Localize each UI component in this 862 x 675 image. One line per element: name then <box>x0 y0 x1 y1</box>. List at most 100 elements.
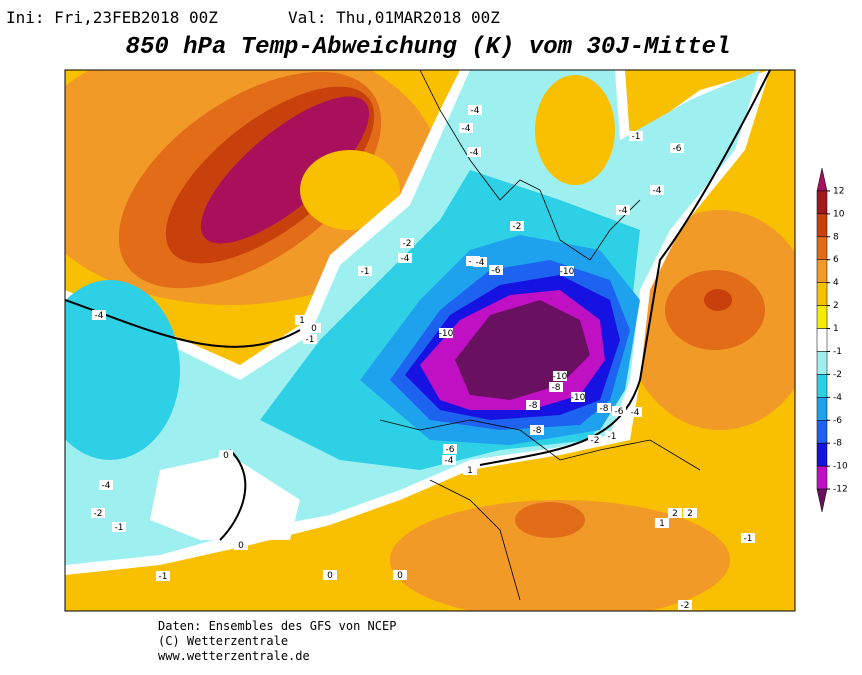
contour-label: 0 <box>323 570 337 581</box>
colorbar: 12 10 8 6 4 2 1 -1 -2 -4 -6 -8 -10 -12 <box>816 167 848 513</box>
colorbar-label: -10 <box>833 462 848 472</box>
colorbar-segment <box>816 167 828 192</box>
contour-label: -4 <box>473 257 487 268</box>
contour-label: -1 <box>605 431 619 442</box>
label-box <box>398 253 412 263</box>
colorbar-segment <box>816 328 828 352</box>
label-box <box>628 407 642 417</box>
contour-value: -10 <box>439 329 454 339</box>
colorbar-label: -6 <box>833 416 842 426</box>
contour-label: -1 <box>358 266 372 277</box>
contour-value: -4 <box>401 254 410 264</box>
contour-label: 0 <box>219 450 233 461</box>
contour-label: -8 <box>530 425 544 436</box>
contour-value: -4 <box>653 186 662 196</box>
contour-value: -2 <box>681 601 690 611</box>
colorbar-label: -1 <box>833 347 842 357</box>
contour-label: -10 <box>571 392 586 403</box>
label-box <box>510 221 524 231</box>
colorbar-segment <box>816 488 828 513</box>
contour-label: -1 <box>156 571 170 582</box>
contour-label: -1 <box>303 334 317 345</box>
field-warm <box>300 150 400 230</box>
contour-label: -6 <box>670 143 684 154</box>
colorbar-segment <box>816 420 828 444</box>
label-box <box>489 265 503 275</box>
contour-value: 1 <box>467 466 473 476</box>
map-frame <box>64 69 796 612</box>
colorbar-label: 1 <box>833 324 839 334</box>
colorbar-segment <box>816 374 828 398</box>
contour-label: 2 <box>668 508 682 519</box>
field-neutral <box>150 455 300 540</box>
contour-label: -8 <box>549 382 563 393</box>
label-box <box>443 444 457 454</box>
label-box <box>459 123 473 133</box>
contour-value: 0 <box>238 541 244 551</box>
contour-value: -4 <box>619 206 628 216</box>
label-box <box>571 392 585 402</box>
field-warm <box>535 75 615 185</box>
contour-value: -10 <box>560 267 575 277</box>
label-box <box>468 105 482 115</box>
contour-value: -1 <box>159 572 168 582</box>
contour-value: -2 <box>94 509 103 519</box>
contour-label: -1 <box>741 533 755 544</box>
label-box <box>650 185 664 195</box>
contour-value: -1 <box>608 432 617 442</box>
label-box <box>99 480 113 490</box>
contour-value: -1 <box>306 335 315 345</box>
label-box <box>303 334 317 344</box>
contour-label: -4 <box>650 185 664 196</box>
label-box <box>553 371 567 381</box>
contour-value: -4 <box>445 456 454 466</box>
valid-time: Val: Thu,01MAR2018 00Z <box>288 8 500 27</box>
label-box <box>442 455 456 465</box>
colorbar-segment <box>816 305 828 329</box>
contour-value: -2 <box>591 436 600 446</box>
label-box <box>683 508 697 518</box>
label-box <box>612 406 626 416</box>
contour-label: 0 <box>393 570 407 581</box>
field-cold <box>65 280 180 460</box>
label-box <box>473 257 487 267</box>
contour-value: -4 <box>102 481 111 491</box>
label-box <box>467 147 481 157</box>
contour-label: -2 <box>588 435 602 446</box>
contour-label: -10 <box>553 371 568 382</box>
colorbar-segment <box>816 213 828 238</box>
colorbar-segment <box>816 282 828 306</box>
contour-label: 1 <box>655 518 669 529</box>
contour-label: -4 <box>468 105 482 116</box>
contour-value: 2 <box>672 509 678 519</box>
label-box <box>678 600 692 610</box>
contour-label: -4 <box>459 123 473 134</box>
label-box <box>549 382 563 392</box>
label-box <box>670 143 684 153</box>
contour-label: -4 <box>99 480 113 491</box>
label-box <box>530 425 544 435</box>
colorbar-label: -4 <box>833 393 842 403</box>
contour-value: 2 <box>687 509 693 519</box>
contour-label: -1 <box>629 131 643 142</box>
contour-value: 0 <box>397 571 403 581</box>
coastline <box>379 70 701 601</box>
contour-value: -6 <box>446 445 455 455</box>
label-box <box>92 310 106 320</box>
contour-value: 1 <box>659 519 665 529</box>
colorbar-segment <box>816 351 828 375</box>
colorbar-label: -2 <box>833 370 842 380</box>
footer-line: Daten: Ensembles des GFS von NCEP <box>158 619 396 633</box>
contour-label: 1 <box>295 315 309 326</box>
contour-label: -4 <box>442 455 456 466</box>
colorbar-label: 2 <box>833 301 839 311</box>
contour-value: -8 <box>529 401 538 411</box>
contour-label: -4 <box>398 253 412 264</box>
colorbar-label: -12 <box>833 485 848 495</box>
label-box <box>358 266 372 276</box>
contour-label: -6 <box>443 444 457 455</box>
contour-labels: -4-4-4-1-6-4-4-2-4-1-2-4-4-6-10-1010-1-1… <box>91 105 755 611</box>
contour-value: -1 <box>115 523 124 533</box>
contour-label: -4 <box>616 205 630 216</box>
